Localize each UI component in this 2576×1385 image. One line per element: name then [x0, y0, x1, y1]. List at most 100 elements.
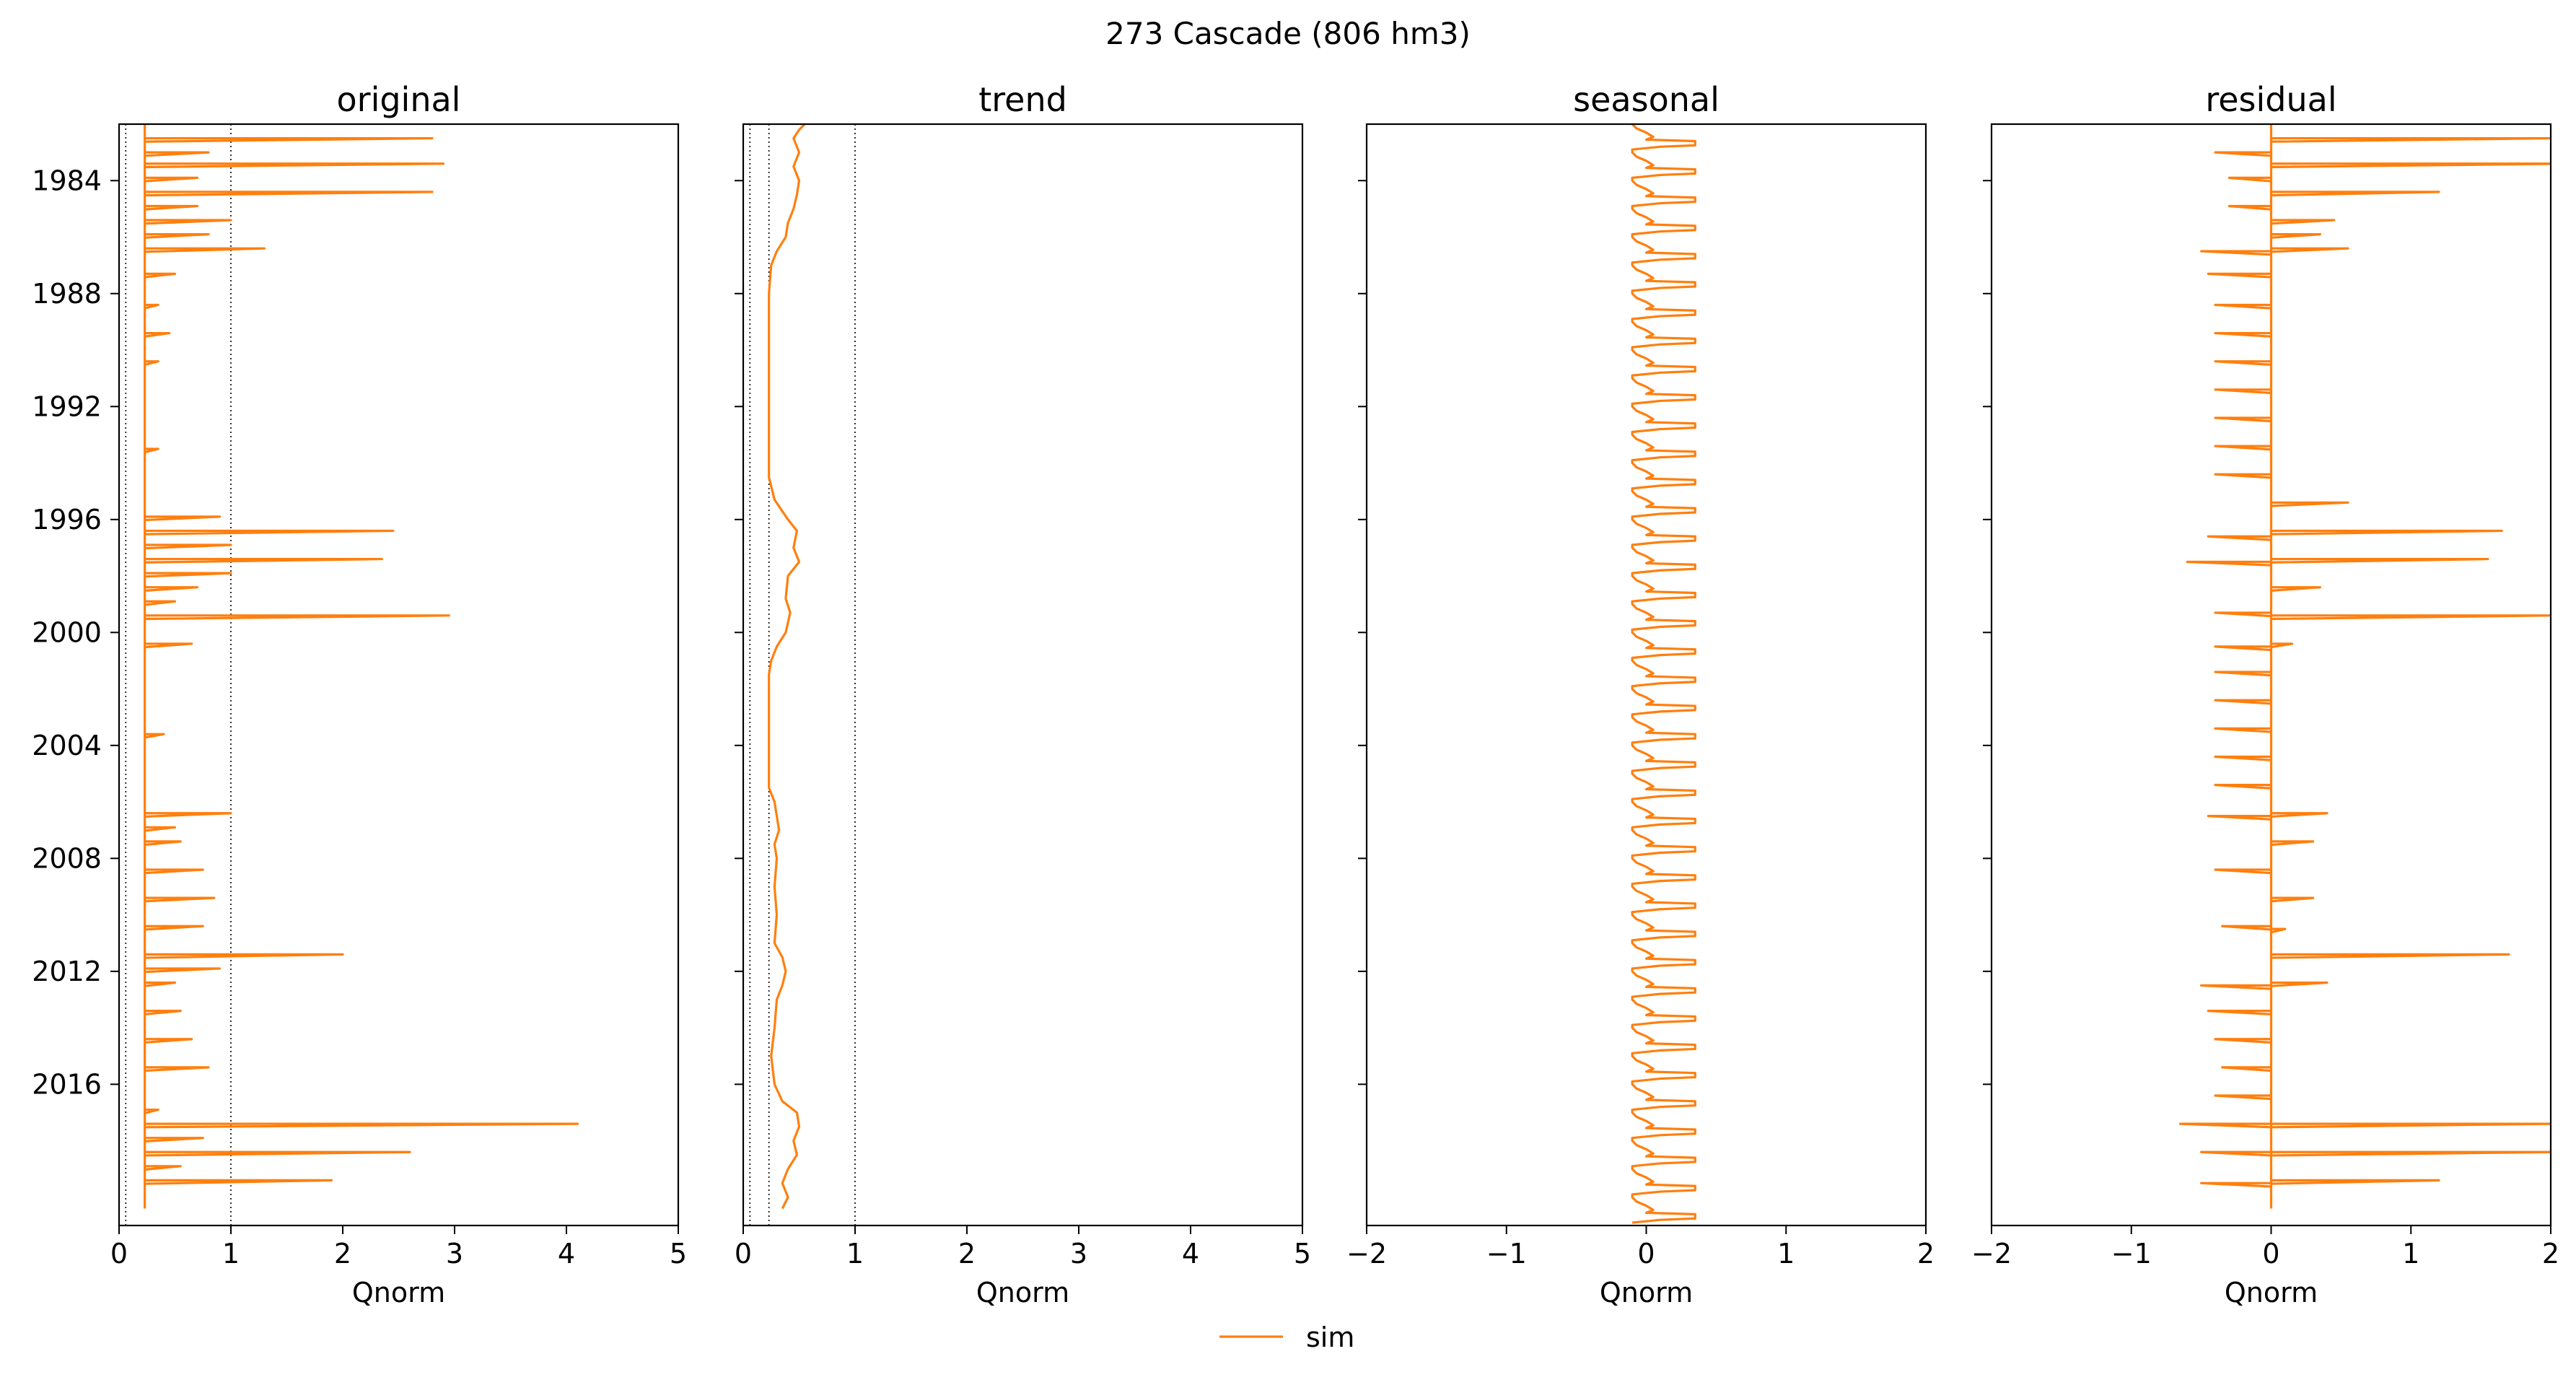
- spike-residual-51: [2271, 1179, 2440, 1185]
- xtick-label-trend-4: 4: [1182, 1238, 1199, 1270]
- xtick-label-original-5: 5: [670, 1238, 687, 1270]
- spike-original-14: [144, 515, 222, 522]
- spike-original-36: [144, 1108, 159, 1114]
- spike-residual-40: [2271, 953, 2510, 959]
- panel-title-original: original: [337, 80, 461, 119]
- spike-residual-22: [2186, 560, 2271, 567]
- spike-residual-9: [2200, 250, 2271, 256]
- spike-residual-49: [2271, 1150, 2551, 1157]
- spike-residual-19: [2271, 529, 2503, 536]
- xtick-label-original-3: 3: [446, 1238, 463, 1270]
- spike-residual-30: [2214, 727, 2271, 733]
- spike-residual-45: [2221, 1066, 2271, 1072]
- spike-residual-29: [2214, 699, 2271, 705]
- spike-original-19: [144, 586, 199, 592]
- spike-residual-44: [2214, 1038, 2271, 1044]
- spike-original-5: [144, 204, 199, 211]
- line-trend: [768, 124, 806, 1210]
- panel-title-seasonal: seasonal: [1573, 80, 1719, 119]
- spike-original-24: [144, 812, 232, 818]
- spike-residual-33: [2271, 812, 2329, 818]
- spike-residual-41: [2271, 981, 2329, 987]
- spike-original-4: [144, 191, 434, 197]
- xtick-label-residual-2: 0: [2262, 1238, 2279, 1270]
- ytick-label-original-7: 2012: [32, 956, 102, 987]
- spike-original-21: [144, 614, 450, 621]
- spike-residual-2: [2271, 162, 2551, 169]
- panel-original: original 0 1 2 3 4 5 Qnorm 1984 1988 1992 1996 2000 2…: [32, 80, 687, 1308]
- spike-residual-15: [2214, 416, 2271, 423]
- spike-original-20: [144, 600, 177, 606]
- spike-residual-34: [2207, 815, 2271, 821]
- spike-original-30: [144, 953, 344, 959]
- xtick-label-residual-0: −2: [1971, 1238, 2012, 1270]
- spike-original-3: [144, 176, 199, 183]
- spike-original-41: [144, 1179, 333, 1185]
- panel-seasonal: seasonal −2 −1 0 1 2 Qnorm: [1346, 80, 1935, 1308]
- spike-residual-6: [2271, 219, 2336, 225]
- spike-residual-3: [2227, 176, 2271, 183]
- spike-residual-7: [2271, 233, 2321, 239]
- ytick-label-original-3: 1996: [32, 504, 102, 536]
- spike-residual-14: [2214, 388, 2271, 395]
- spike-original-2: [144, 162, 445, 169]
- spike-original-6: [144, 219, 232, 225]
- spike-residual-5: [2227, 204, 2271, 211]
- spike-original-23: [144, 733, 165, 739]
- xtick-label-trend-5: 5: [1294, 1238, 1311, 1270]
- spike-residual-12: [2214, 331, 2271, 338]
- spike-original-11: [144, 331, 171, 338]
- xtick-label-trend-1: 1: [846, 1238, 864, 1270]
- axes-frame-trend: [742, 123, 1304, 1227]
- xtick-label-seasonal-2: 0: [1637, 1238, 1655, 1270]
- spike-residual-23: [2271, 586, 2321, 592]
- spike-residual-13: [2214, 360, 2271, 366]
- spike-residual-27: [2214, 645, 2271, 652]
- xtick-label-residual-3: 1: [2402, 1238, 2419, 1270]
- xtick-label-seasonal-3: 1: [1777, 1238, 1795, 1270]
- spike-original-25: [144, 826, 177, 832]
- legend: sim: [1219, 1321, 1354, 1353]
- ytick-label-original-5: 2004: [32, 730, 102, 761]
- spike-original-22: [144, 642, 193, 649]
- spike-original-38: [144, 1137, 204, 1142]
- xtick-label-trend-3: 3: [1070, 1238, 1087, 1270]
- spike-residual-28: [2214, 670, 2271, 677]
- spike-original-1: [144, 151, 210, 157]
- spike-original-37: [144, 1122, 579, 1129]
- spike-residual-37: [2271, 896, 2315, 903]
- xtick-label-original-4: 4: [558, 1238, 575, 1270]
- xtick-label-residual-1: −1: [2111, 1238, 2152, 1270]
- axes-frame-original: [118, 123, 680, 1227]
- spike-residual-25: [2214, 611, 2271, 618]
- spike-residual-11: [2214, 303, 2271, 310]
- xtick-label-original-2: 2: [334, 1238, 351, 1270]
- spike-original-8: [144, 247, 266, 253]
- panel-residual: residual −2 −1 0 1 2 Qnorm: [1971, 80, 2559, 1308]
- xtick-label-trend-0: 0: [735, 1238, 752, 1270]
- spike-residual-52: [2200, 1181, 2271, 1188]
- xlabel-original: Qnorm: [352, 1277, 445, 1308]
- spike-original-16: [144, 543, 232, 550]
- spike-residual-42: [2200, 984, 2271, 990]
- spike-residual-46: [2214, 1094, 2271, 1101]
- spike-residual-39: [2271, 927, 2287, 934]
- spike-original-34: [144, 1038, 193, 1044]
- ytick-label-original-0: 1984: [32, 165, 102, 196]
- spike-residual-43: [2207, 1010, 2271, 1015]
- spike-original-26: [144, 840, 182, 847]
- spike-residual-31: [2214, 755, 2271, 761]
- ytick-label-original-2: 1992: [32, 390, 102, 422]
- spike-residual-8: [2271, 247, 2349, 253]
- spike-original-33: [144, 1010, 182, 1015]
- spike-residual-10: [2207, 272, 2271, 279]
- panel-title-residual: residual: [2205, 80, 2336, 119]
- spike-residual-26: [2271, 642, 2294, 649]
- ytick-label-original-8: 2016: [32, 1068, 102, 1100]
- xlabel-residual: Qnorm: [2225, 1277, 2318, 1308]
- spike-residual-4: [2271, 191, 2440, 197]
- xlabel-trend: Qnorm: [976, 1277, 1069, 1308]
- xtick-label-seasonal-4: 2: [1917, 1238, 1935, 1270]
